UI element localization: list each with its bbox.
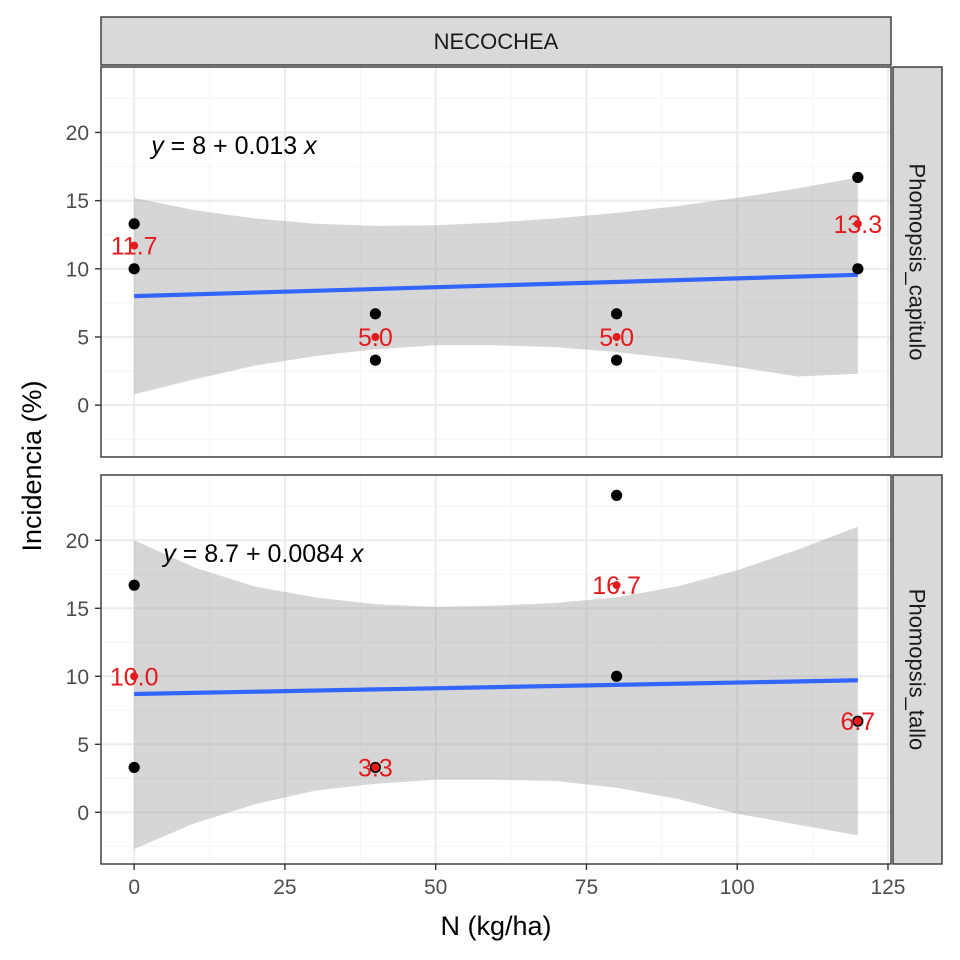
equation-x: x	[350, 540, 365, 568]
y-tick-label: 20	[66, 122, 89, 145]
mean-label: 6.7	[840, 708, 875, 736]
equation-y: y	[161, 540, 177, 568]
facet-strip-label: Phomopsis_tallo	[905, 589, 930, 750]
regression-line	[134, 678, 858, 697]
mean-point	[130, 241, 139, 250]
mean-point	[853, 717, 862, 726]
y-tick-label: 5	[77, 327, 89, 350]
data-point	[611, 354, 623, 366]
x-tick-label: 100	[720, 876, 755, 899]
mean-label: 5.0	[599, 324, 634, 352]
facet-title: NECOCHEA	[434, 29, 559, 54]
mean-point	[371, 333, 380, 341]
panels: 11.7 5.0 5.0 13.3 y = 8 + 0.013 x 0 5 10 15 20 Pho…	[66, 66, 943, 865]
regression-equation: y = 8 + 0.013 x	[149, 132, 318, 160]
y-tick-label: 0	[77, 802, 89, 825]
mean-label: 16.7	[592, 572, 641, 600]
regression-line	[134, 272, 858, 299]
y-tick-label: 0	[77, 395, 89, 418]
x-axis: 0 25 50 75 100 125	[128, 864, 906, 899]
x-tick-label: 25	[273, 876, 296, 899]
mean-label: 5.0	[358, 324, 393, 352]
equation-x: x	[303, 132, 318, 160]
mean-point	[853, 219, 862, 228]
mean-label: 11.7	[111, 233, 158, 261]
equation-body: = 8.7 + 0.0084	[176, 540, 351, 568]
mean-label: 3.3	[358, 754, 393, 782]
panel-plot-area: 11.7 5.0 5.0 13.3	[101, 67, 891, 457]
mean-label: 10.0	[110, 663, 159, 691]
equation-y: y	[149, 132, 165, 160]
x-tick-label: 50	[424, 876, 447, 899]
panel-Phomopsis_tallo: 10.0 3.3 16.7 6.7 y = 8.7 + 0.0084 x 0 5 10 15 20…	[66, 474, 943, 865]
panel-plot-area: 10.0 3.3 16.7 6.7	[101, 475, 891, 864]
data-point	[852, 171, 864, 184]
mean-point	[130, 672, 139, 681]
panel-Phomopsis_capitulo: 11.7 5.0 5.0 13.3 y = 8 + 0.013 x 0 5 10 15 20 Pho…	[66, 66, 943, 458]
y-tick-label: 15	[66, 190, 89, 213]
facet-strip-right	[892, 474, 943, 865]
y-tick-label: 20	[66, 530, 89, 553]
facet-strip-top-bg	[100, 16, 892, 66]
regression-equation: y = 8.7 + 0.0084 x	[161, 540, 365, 568]
mean-point	[612, 581, 621, 590]
panel-border	[100, 66, 892, 458]
y-tick-label: 15	[66, 598, 89, 621]
data-point	[128, 579, 140, 591]
equation-body: = 8 + 0.013	[164, 132, 304, 160]
mean-point	[612, 333, 621, 341]
data-point	[128, 218, 140, 230]
data-point	[128, 263, 140, 275]
mean-point	[371, 763, 380, 772]
data-point	[369, 308, 381, 320]
data-point	[611, 489, 623, 502]
facet-strip-right	[892, 66, 943, 458]
y-axis-title: Incidencia (%)	[17, 380, 47, 551]
data-point	[128, 761, 140, 774]
data-point	[369, 354, 381, 366]
panel-border	[100, 474, 892, 865]
facet-strip-top: NECOCHEA	[100, 16, 892, 66]
x-tick-label: 0	[128, 876, 140, 899]
x-axis-title: N (kg/ha)	[440, 911, 551, 941]
data-point	[852, 263, 864, 275]
data-point	[611, 308, 623, 320]
x-tick-label: 125	[870, 876, 905, 899]
y-tick-label: 5	[77, 734, 89, 757]
mean-label: 13.3	[833, 211, 882, 239]
data-point	[611, 670, 623, 682]
facet-strip-label: Phomopsis_capitulo	[905, 164, 930, 361]
x-tick-label: 75	[575, 876, 598, 899]
y-tick-label: 10	[66, 258, 89, 281]
y-tick-label: 10	[66, 666, 89, 689]
